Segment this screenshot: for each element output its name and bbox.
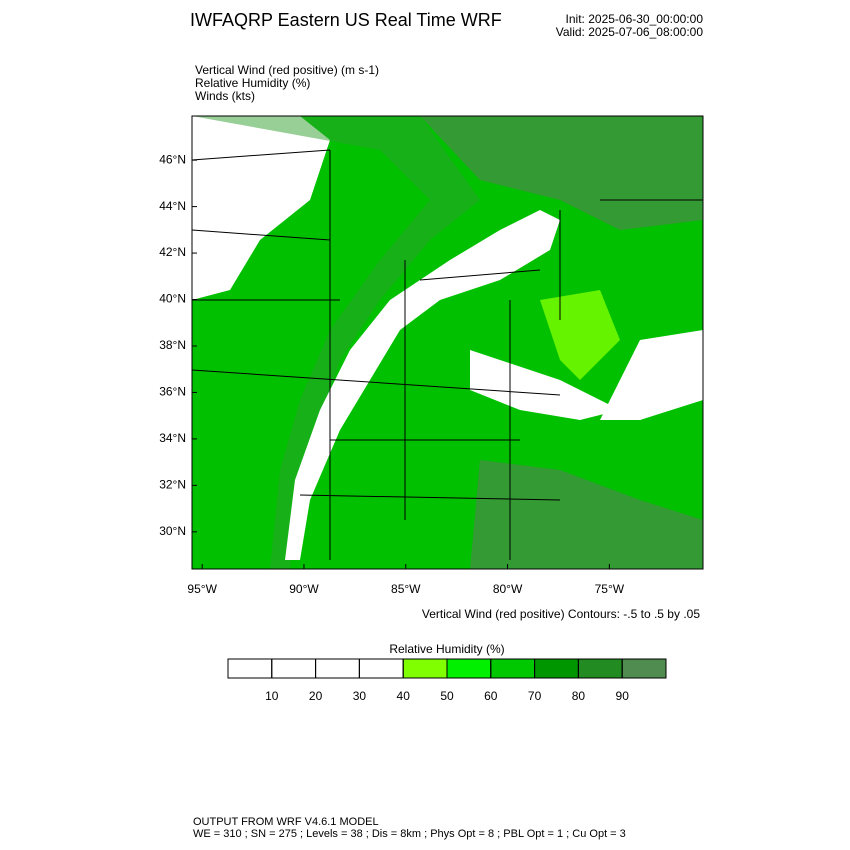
footer: OUTPUT FROM WRF V4.6.1 MODEL	[193, 816, 379, 828]
init-time: Init: 2025-06-30_00:00:00	[566, 12, 704, 26]
moist-region	[192, 116, 480, 569]
valid-time: Valid: 2025-07-06_08:00:00	[556, 25, 704, 39]
field-label: Vertical Wind (red positive) (m s-1)	[195, 63, 379, 77]
lat-label: 36°N	[159, 385, 186, 399]
dry-band	[600, 330, 703, 420]
humid-region	[420, 116, 703, 230]
humid-region	[470, 460, 703, 569]
field-label: Relative Humidity (%)	[195, 76, 310, 90]
lat-label: 38°N	[159, 338, 186, 352]
lat-label: 46°N	[159, 152, 186, 166]
colorbar-box	[621, 658, 667, 679]
colorbar-label: 90	[616, 689, 630, 703]
colorbar-box	[534, 658, 579, 679]
colorbar-box	[446, 658, 492, 679]
map-frame	[191, 115, 704, 570]
lon-label: 75°W	[595, 582, 625, 596]
colorbar-box	[315, 658, 360, 679]
lat-label: 30°N	[159, 524, 186, 538]
lat-label: 42°N	[159, 245, 186, 259]
dry-region	[192, 116, 330, 300]
lat-label: 32°N	[159, 478, 186, 492]
colorbar-box	[490, 658, 536, 679]
lat-label: 40°N	[159, 292, 186, 306]
colorbar-label: 20	[309, 689, 323, 703]
colorbar-box	[358, 658, 404, 679]
colorbar-label: 10	[265, 689, 279, 703]
lat-label: 44°N	[159, 199, 186, 213]
colorbar-box	[402, 658, 448, 679]
colorbar-box	[227, 658, 273, 679]
colorbar-label: 30	[353, 689, 367, 703]
footer: WE = 310 ; SN = 275 ; Levels = 38 ; Dis …	[193, 828, 626, 840]
colorbar-label: 70	[528, 689, 542, 703]
lon-label: 80°W	[493, 582, 523, 596]
colorbar-box	[271, 658, 317, 679]
field-label: Winds (kts)	[195, 89, 255, 103]
colorbar-label: 80	[572, 689, 586, 703]
colorbar-label: 40	[397, 689, 411, 703]
title: IWFAQRP Eastern US Real Time WRF	[190, 10, 502, 30]
lon-label: 95°W	[187, 582, 217, 596]
colorbar-box	[577, 658, 623, 679]
contour-note: Vertical Wind (red positive) Contours: -…	[422, 607, 700, 621]
colorbar-title: Relative Humidity (%)	[389, 642, 504, 656]
dry-band	[470, 350, 620, 420]
colorbar-label: 60	[484, 689, 498, 703]
lon-label: 90°W	[289, 582, 319, 596]
lon-label: 85°W	[391, 582, 421, 596]
colorbar-label: 50	[440, 689, 454, 703]
lat-label: 34°N	[159, 431, 186, 445]
map	[191, 115, 704, 570]
